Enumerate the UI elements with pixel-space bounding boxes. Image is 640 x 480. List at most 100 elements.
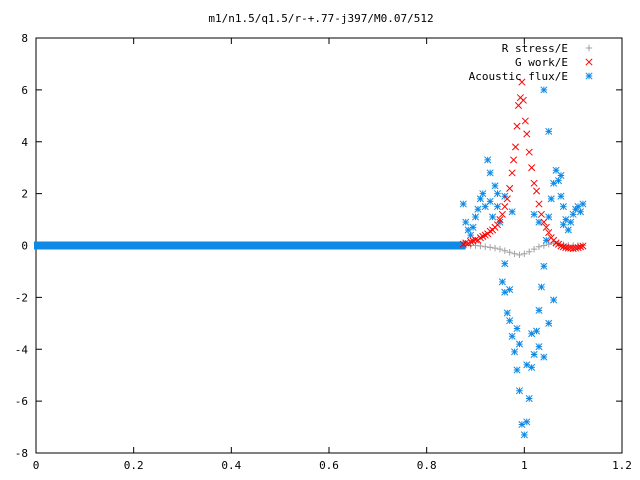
data-point (535, 243, 543, 250)
data-point (523, 361, 531, 369)
data-point (515, 387, 524, 395)
data-point (518, 78, 526, 86)
data-point (542, 236, 550, 244)
data-point (519, 96, 527, 104)
data-point (523, 418, 531, 426)
legend-marker (585, 72, 593, 80)
data-point (530, 210, 538, 218)
data-point (579, 200, 587, 208)
data-point (523, 130, 531, 138)
data-point (528, 330, 536, 338)
data-point (535, 200, 543, 208)
series-g-work-e (459, 78, 587, 253)
data-point (518, 420, 526, 429)
data-point (557, 171, 565, 180)
data-point (557, 242, 565, 250)
data-point (486, 244, 494, 251)
baseline-band (34, 241, 466, 250)
chart-title: m1/n1.5/q1.5/r-+.77-j397/M0.07/512 (208, 12, 433, 25)
data-point (511, 250, 518, 257)
data-point (521, 117, 529, 125)
data-point (540, 86, 548, 94)
data-point (545, 213, 553, 221)
data-point (545, 228, 553, 237)
legend-label: R stress/E (502, 42, 568, 55)
data-point (508, 332, 516, 340)
data-point (532, 187, 541, 195)
data-point (515, 340, 524, 348)
data-point (537, 283, 545, 291)
data-point (579, 242, 587, 250)
data-point (506, 249, 513, 256)
data-point (525, 148, 533, 156)
data-point (501, 247, 508, 254)
data-point (528, 363, 536, 371)
data-point (498, 210, 506, 218)
data-point (498, 278, 506, 286)
x-tick-label: 0.6 (319, 459, 339, 472)
data-point (467, 238, 475, 246)
y-tick-label: 0 (21, 240, 28, 253)
data-point (493, 203, 502, 211)
data-point (526, 248, 533, 255)
data-point (535, 343, 543, 351)
data-point (511, 348, 519, 356)
data-point (486, 169, 494, 177)
data-point (532, 327, 541, 335)
data-point (550, 179, 558, 187)
y-tick-label: -2 (15, 291, 28, 304)
data-point (464, 226, 472, 234)
y-tick-label: -4 (15, 343, 29, 356)
x-tick-label: 0.4 (221, 459, 241, 472)
data-point (542, 223, 550, 231)
data-point (506, 317, 514, 325)
y-tick-label: 8 (21, 32, 28, 45)
data-point (545, 127, 553, 135)
data-point (467, 231, 475, 239)
data-point (540, 353, 548, 361)
data-point (459, 200, 467, 208)
legend-entry: R stress/E (502, 42, 593, 55)
legend-label: G work/E (515, 56, 568, 69)
data-point (525, 394, 533, 403)
data-point (482, 243, 489, 250)
data-point (564, 226, 572, 234)
x-tick-label: 0.2 (124, 459, 144, 472)
data-point (569, 210, 577, 218)
x-tick-label: 1.2 (612, 459, 632, 472)
data-point (547, 195, 555, 203)
data-point (562, 216, 570, 224)
data-point (479, 190, 487, 198)
data-point (506, 184, 514, 192)
data-point (508, 169, 516, 177)
data-point (535, 218, 543, 226)
data-point (574, 203, 582, 211)
data-point (576, 243, 585, 251)
data-point (462, 218, 470, 226)
data-point (489, 213, 497, 221)
x-tick-label: 0.8 (417, 459, 437, 472)
data-point (484, 156, 492, 164)
data-point (540, 218, 548, 226)
data-point (520, 431, 528, 439)
data-point (471, 213, 480, 221)
data-point (469, 223, 477, 231)
data-point (545, 319, 553, 327)
data-point (493, 221, 502, 229)
data-point (554, 177, 563, 185)
x-tick-label: 1 (521, 459, 528, 472)
data-point (513, 122, 521, 130)
legend-marker (585, 58, 593, 66)
data-point (559, 203, 567, 211)
data-point (503, 195, 511, 203)
data-point (557, 192, 565, 200)
data-point (552, 166, 560, 174)
data-point (530, 350, 538, 358)
data-point (528, 164, 536, 172)
data-point (537, 210, 545, 218)
data-point (516, 251, 523, 259)
data-point (486, 197, 494, 205)
data-point (493, 190, 502, 198)
